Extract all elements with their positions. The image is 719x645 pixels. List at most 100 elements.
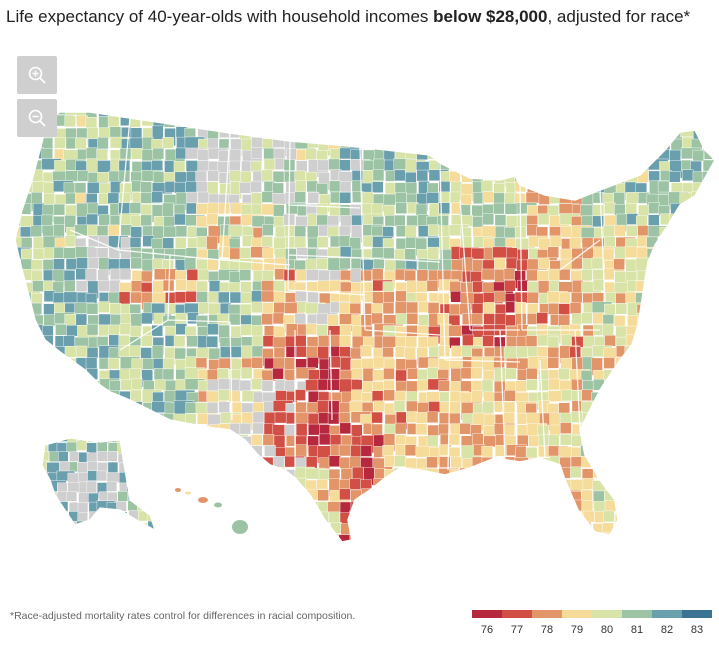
county[interactable] bbox=[637, 435, 649, 448]
county[interactable] bbox=[580, 148, 593, 161]
county[interactable] bbox=[681, 367, 693, 380]
county[interactable] bbox=[54, 358, 66, 377]
county[interactable] bbox=[76, 440, 87, 451]
county[interactable] bbox=[231, 502, 243, 521]
county[interactable] bbox=[196, 280, 208, 293]
county[interactable] bbox=[294, 236, 307, 249]
county[interactable] bbox=[493, 202, 505, 215]
county[interactable] bbox=[472, 149, 493, 168]
county[interactable] bbox=[65, 127, 77, 140]
county[interactable] bbox=[636, 390, 649, 402]
county[interactable] bbox=[32, 500, 53, 512]
county[interactable] bbox=[38, 441, 49, 453]
county[interactable] bbox=[605, 149, 617, 162]
county[interactable] bbox=[262, 434, 275, 446]
county[interactable] bbox=[702, 368, 719, 381]
county[interactable] bbox=[384, 423, 396, 436]
county[interactable] bbox=[616, 105, 637, 123]
county[interactable] bbox=[559, 126, 571, 138]
county[interactable] bbox=[648, 312, 661, 331]
county[interactable] bbox=[604, 335, 616, 347]
county[interactable] bbox=[693, 369, 705, 381]
county[interactable] bbox=[294, 191, 306, 203]
county[interactable] bbox=[637, 380, 649, 392]
county[interactable] bbox=[536, 171, 549, 183]
county[interactable] bbox=[109, 523, 121, 536]
county[interactable] bbox=[108, 534, 129, 545]
county[interactable] bbox=[46, 520, 66, 537]
county[interactable] bbox=[527, 346, 539, 358]
county[interactable] bbox=[383, 512, 405, 525]
county[interactable] bbox=[702, 358, 714, 371]
county[interactable] bbox=[658, 446, 671, 459]
county[interactable] bbox=[692, 455, 704, 474]
county[interactable] bbox=[668, 489, 680, 502]
county[interactable] bbox=[570, 159, 582, 178]
county[interactable] bbox=[593, 127, 606, 146]
county[interactable] bbox=[625, 106, 638, 125]
county[interactable] bbox=[527, 158, 539, 171]
county[interactable] bbox=[492, 150, 505, 169]
county[interactable] bbox=[263, 477, 275, 490]
county[interactable] bbox=[32, 378, 53, 391]
county[interactable] bbox=[470, 367, 483, 379]
county[interactable] bbox=[106, 510, 117, 522]
county[interactable] bbox=[406, 400, 418, 413]
county[interactable] bbox=[604, 303, 616, 316]
county[interactable] bbox=[471, 490, 483, 509]
county[interactable] bbox=[538, 136, 551, 149]
county[interactable] bbox=[679, 225, 701, 237]
county[interactable] bbox=[648, 293, 660, 312]
county[interactable] bbox=[604, 116, 616, 128]
county[interactable] bbox=[283, 269, 296, 282]
county[interactable] bbox=[680, 400, 701, 412]
county[interactable] bbox=[158, 451, 168, 461]
county[interactable] bbox=[426, 106, 447, 117]
county[interactable] bbox=[483, 414, 496, 426]
county[interactable] bbox=[251, 301, 263, 314]
county[interactable] bbox=[516, 532, 528, 544]
county[interactable] bbox=[448, 489, 460, 508]
county[interactable] bbox=[450, 500, 472, 512]
county[interactable] bbox=[515, 491, 527, 510]
county[interactable] bbox=[33, 466, 45, 478]
county[interactable] bbox=[547, 357, 559, 369]
county[interactable] bbox=[682, 169, 694, 181]
county[interactable] bbox=[405, 171, 417, 184]
county[interactable] bbox=[569, 171, 591, 183]
county[interactable] bbox=[701, 226, 714, 238]
county[interactable] bbox=[481, 491, 502, 510]
county[interactable] bbox=[448, 433, 461, 446]
county[interactable] bbox=[372, 116, 385, 129]
county[interactable] bbox=[109, 303, 122, 315]
county[interactable] bbox=[339, 192, 351, 204]
county[interactable] bbox=[63, 335, 75, 347]
county[interactable] bbox=[330, 522, 342, 534]
county[interactable] bbox=[120, 224, 133, 236]
county[interactable] bbox=[515, 477, 528, 490]
county[interactable] bbox=[471, 313, 483, 325]
county[interactable] bbox=[439, 150, 452, 162]
county[interactable] bbox=[261, 380, 274, 392]
county[interactable] bbox=[9, 336, 20, 348]
county[interactable] bbox=[657, 412, 678, 425]
county[interactable] bbox=[505, 314, 517, 327]
county[interactable] bbox=[613, 533, 626, 552]
county[interactable] bbox=[427, 488, 440, 501]
county[interactable] bbox=[230, 455, 242, 468]
county[interactable] bbox=[714, 336, 719, 348]
county[interactable] bbox=[176, 512, 188, 524]
county[interactable] bbox=[306, 512, 319, 525]
county[interactable] bbox=[658, 521, 671, 534]
county[interactable] bbox=[272, 170, 285, 183]
county[interactable] bbox=[504, 491, 517, 503]
county[interactable] bbox=[691, 214, 703, 227]
county[interactable] bbox=[549, 501, 561, 513]
county[interactable] bbox=[37, 513, 48, 530]
county[interactable] bbox=[69, 451, 80, 463]
county[interactable] bbox=[339, 457, 351, 469]
county[interactable] bbox=[229, 106, 241, 117]
county[interactable] bbox=[471, 115, 492, 127]
county[interactable] bbox=[283, 480, 295, 492]
county[interactable] bbox=[504, 390, 516, 402]
